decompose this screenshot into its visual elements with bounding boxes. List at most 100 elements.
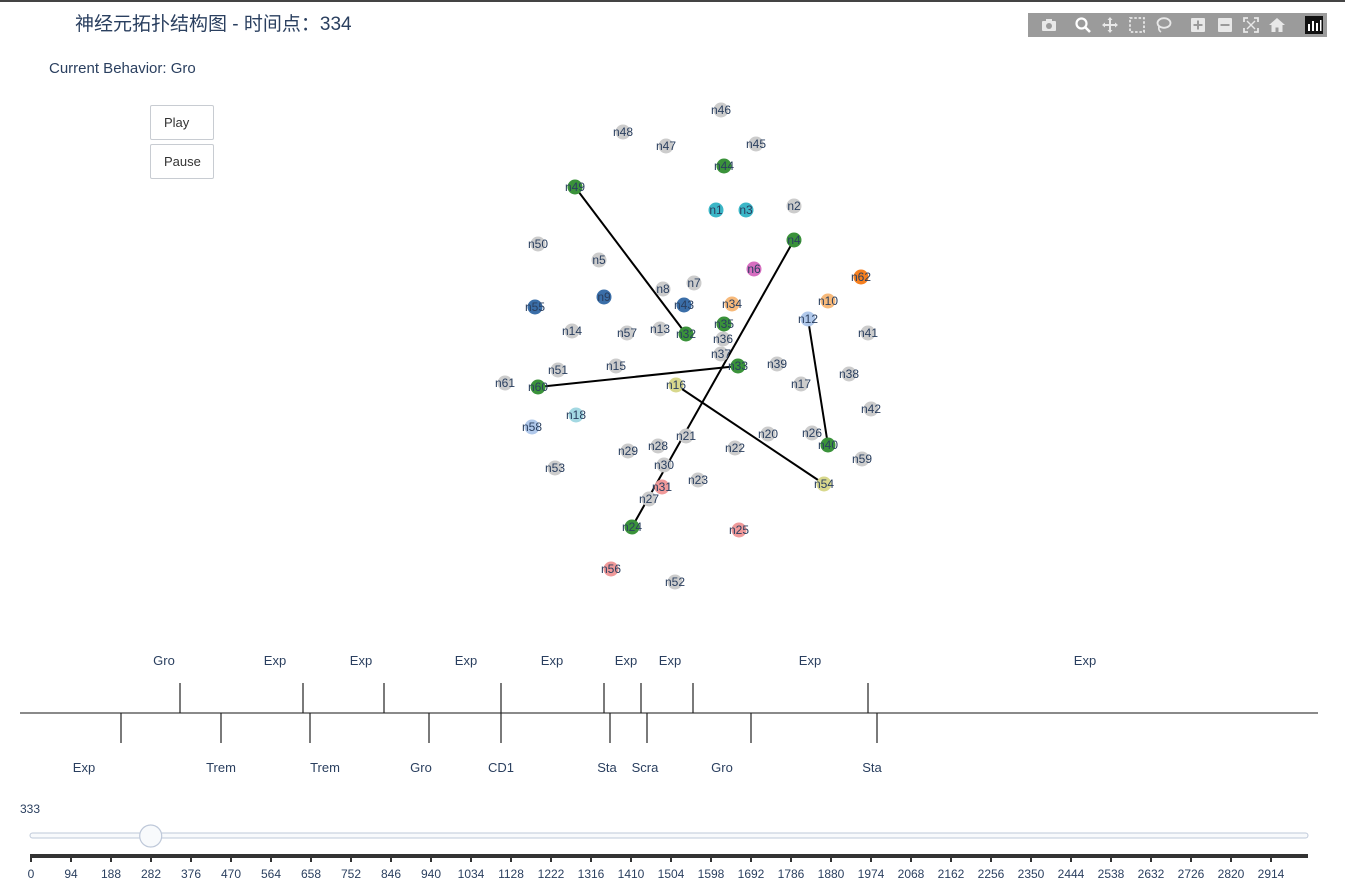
node-marker[interactable] <box>738 202 754 218</box>
node-n34[interactable]: n34 <box>722 296 742 312</box>
node-marker[interactable] <box>713 102 729 118</box>
autoscale-icon[interactable] <box>1242 16 1260 34</box>
node-n1[interactable]: n1 <box>708 202 724 218</box>
node-marker[interactable] <box>724 296 740 312</box>
node-marker[interactable] <box>568 407 584 423</box>
node-n28[interactable]: n28 <box>648 438 668 454</box>
node-marker[interactable] <box>731 522 747 538</box>
node-marker[interactable] <box>686 275 702 291</box>
node-marker[interactable] <box>658 138 674 154</box>
node-n2[interactable]: n2 <box>786 198 802 214</box>
node-n62[interactable]: n62 <box>851 269 871 285</box>
node-marker[interactable] <box>854 451 870 467</box>
node-marker[interactable] <box>650 438 666 454</box>
node-marker[interactable] <box>652 321 668 337</box>
node-n57[interactable]: n57 <box>617 325 637 341</box>
node-n53[interactable]: n53 <box>545 460 565 476</box>
node-marker[interactable] <box>746 261 762 277</box>
node-n17[interactable]: n17 <box>791 376 811 392</box>
node-marker[interactable] <box>619 325 635 341</box>
node-marker[interactable] <box>591 252 607 268</box>
node-marker[interactable] <box>863 401 879 417</box>
lasso-select-icon[interactable] <box>1154 16 1172 34</box>
node-n16[interactable]: n16 <box>666 377 686 393</box>
box-select-icon[interactable] <box>1128 16 1146 34</box>
play-button[interactable]: Play <box>150 105 214 140</box>
node-marker[interactable] <box>841 366 857 382</box>
node-n32[interactable]: n32 <box>676 326 696 342</box>
node-n38[interactable]: n38 <box>839 366 859 382</box>
node-marker[interactable] <box>690 472 706 488</box>
node-n51[interactable]: n51 <box>548 362 568 378</box>
node-marker[interactable] <box>727 440 743 456</box>
node-n42[interactable]: n42 <box>861 401 881 417</box>
node-n36[interactable]: n36 <box>713 331 733 347</box>
node-marker[interactable] <box>708 202 724 218</box>
node-n50[interactable]: n50 <box>528 236 548 252</box>
pan-icon[interactable] <box>1101 16 1119 34</box>
node-marker[interactable] <box>713 346 729 362</box>
node-n56[interactable]: n56 <box>601 561 621 577</box>
node-n39[interactable]: n39 <box>767 356 787 372</box>
time-slider[interactable]: 0 94 188 282 376 470 564 658 752 846 940 1034 1128 12… <box>0 820 1345 888</box>
node-marker[interactable] <box>641 491 657 507</box>
node-n23[interactable]: n23 <box>688 472 708 488</box>
node-n27[interactable]: n27 <box>639 491 659 507</box>
node-marker[interactable] <box>530 379 546 395</box>
node-marker[interactable] <box>853 269 869 285</box>
node-marker[interactable] <box>624 519 640 535</box>
node-marker[interactable] <box>715 331 731 347</box>
node-n14[interactable]: n14 <box>562 323 582 339</box>
slider-rail[interactable] <box>29 832 1309 839</box>
node-n48[interactable]: n48 <box>613 124 633 140</box>
node-n15[interactable]: n15 <box>606 358 626 374</box>
node-n61[interactable]: n61 <box>495 375 515 391</box>
node-marker[interactable] <box>547 460 563 476</box>
node-n49[interactable]: n49 <box>565 179 585 195</box>
node-marker[interactable] <box>716 158 732 174</box>
node-marker[interactable] <box>860 325 876 341</box>
node-n8[interactable]: n8 <box>655 281 671 297</box>
node-n43[interactable]: n43 <box>674 297 694 313</box>
node-marker[interactable] <box>527 299 543 315</box>
node-marker[interactable] <box>800 311 816 327</box>
node-marker[interactable] <box>793 376 809 392</box>
node-marker[interactable] <box>676 297 692 313</box>
node-marker[interactable] <box>716 316 732 332</box>
node-marker[interactable] <box>655 281 671 297</box>
node-n44[interactable]: n44 <box>714 158 734 174</box>
node-marker[interactable] <box>678 428 694 444</box>
node-marker[interactable] <box>656 457 672 473</box>
node-n45[interactable]: n45 <box>746 136 766 152</box>
node-n54[interactable]: n54 <box>814 476 834 492</box>
node-n24[interactable]: n24 <box>622 519 642 535</box>
node-n29[interactable]: n29 <box>618 443 638 459</box>
node-n59[interactable]: n59 <box>852 451 872 467</box>
node-marker[interactable] <box>603 561 619 577</box>
node-n40[interactable]: n40 <box>818 437 838 453</box>
node-marker[interactable] <box>567 179 583 195</box>
node-marker[interactable] <box>550 362 566 378</box>
node-n20[interactable]: n20 <box>758 426 778 442</box>
node-n60[interactable]: n60 <box>528 379 548 395</box>
zoom-icon[interactable] <box>1074 16 1092 34</box>
node-n6[interactable]: n6 <box>746 261 762 277</box>
node-marker[interactable] <box>668 377 684 393</box>
plotly-logo-icon[interactable] <box>1305 16 1323 34</box>
node-marker[interactable] <box>620 443 636 459</box>
node-n52[interactable]: n52 <box>665 574 685 590</box>
node-n10[interactable]: n10 <box>818 293 838 309</box>
node-n22[interactable]: n22 <box>725 440 745 456</box>
node-marker[interactable] <box>615 124 631 140</box>
node-marker[interactable] <box>786 232 802 248</box>
zoom-out-icon[interactable] <box>1216 16 1234 34</box>
node-n26[interactable]: n26 <box>802 425 822 441</box>
pause-button[interactable]: Pause <box>150 144 214 179</box>
node-marker[interactable] <box>760 426 776 442</box>
node-marker[interactable] <box>820 437 836 453</box>
node-marker[interactable] <box>596 289 612 305</box>
node-marker[interactable] <box>820 293 836 309</box>
node-n46[interactable]: n46 <box>711 102 731 118</box>
camera-icon[interactable] <box>1040 16 1058 34</box>
zoom-in-icon[interactable] <box>1189 16 1207 34</box>
